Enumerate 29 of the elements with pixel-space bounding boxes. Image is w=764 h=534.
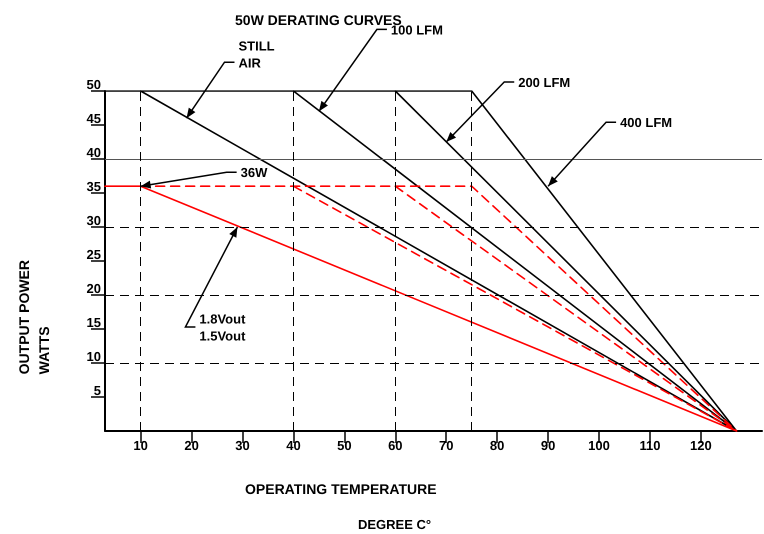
- annotation: 200 LFM: [518, 75, 570, 90]
- y-tick-label: 35: [86, 179, 101, 194]
- annotation: 36W: [240, 165, 268, 180]
- y-tick-label: 45: [86, 111, 101, 126]
- x-tick-label: 100: [588, 438, 610, 453]
- x-tick-label: 110: [639, 438, 660, 453]
- x-tick-label: 80: [490, 438, 504, 453]
- text: OPERATING TEMPERATURE DEGREE C°: [245, 481, 437, 532]
- y-tick-label: 50: [86, 77, 101, 92]
- y-tick-label: 30: [86, 213, 101, 228]
- x-tick-label: 20: [184, 438, 199, 453]
- x-tick-label: 30: [235, 438, 250, 453]
- x-tick-label: 120: [690, 438, 712, 453]
- x-tick-label: 90: [540, 438, 556, 453]
- y-tick-label: 10: [86, 349, 101, 364]
- x-tick-label: 10: [133, 438, 148, 453]
- y-tick-label: 40: [86, 145, 101, 160]
- annotation: STILL AIR: [238, 38, 275, 71]
- x-tick-label: 70: [439, 438, 454, 453]
- x-tick-label: 50: [337, 438, 352, 453]
- y-tick-label: 20: [86, 281, 101, 296]
- x-tick-label: 60: [388, 438, 403, 453]
- y-tick-label: 25: [86, 247, 101, 262]
- x-tick-label: 40: [286, 438, 301, 453]
- y-tick-label: 15: [86, 315, 101, 330]
- annotation: 1.8Vout 1.5Vout: [199, 312, 246, 344]
- annotation: 400 LFM: [620, 115, 672, 130]
- y-tick-label: 5: [94, 383, 101, 398]
- y-axis-title: OUTPUT POWER WATTS: [16, 260, 52, 374]
